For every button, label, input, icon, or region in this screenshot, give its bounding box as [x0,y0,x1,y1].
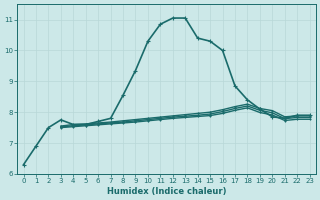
X-axis label: Humidex (Indice chaleur): Humidex (Indice chaleur) [107,187,226,196]
